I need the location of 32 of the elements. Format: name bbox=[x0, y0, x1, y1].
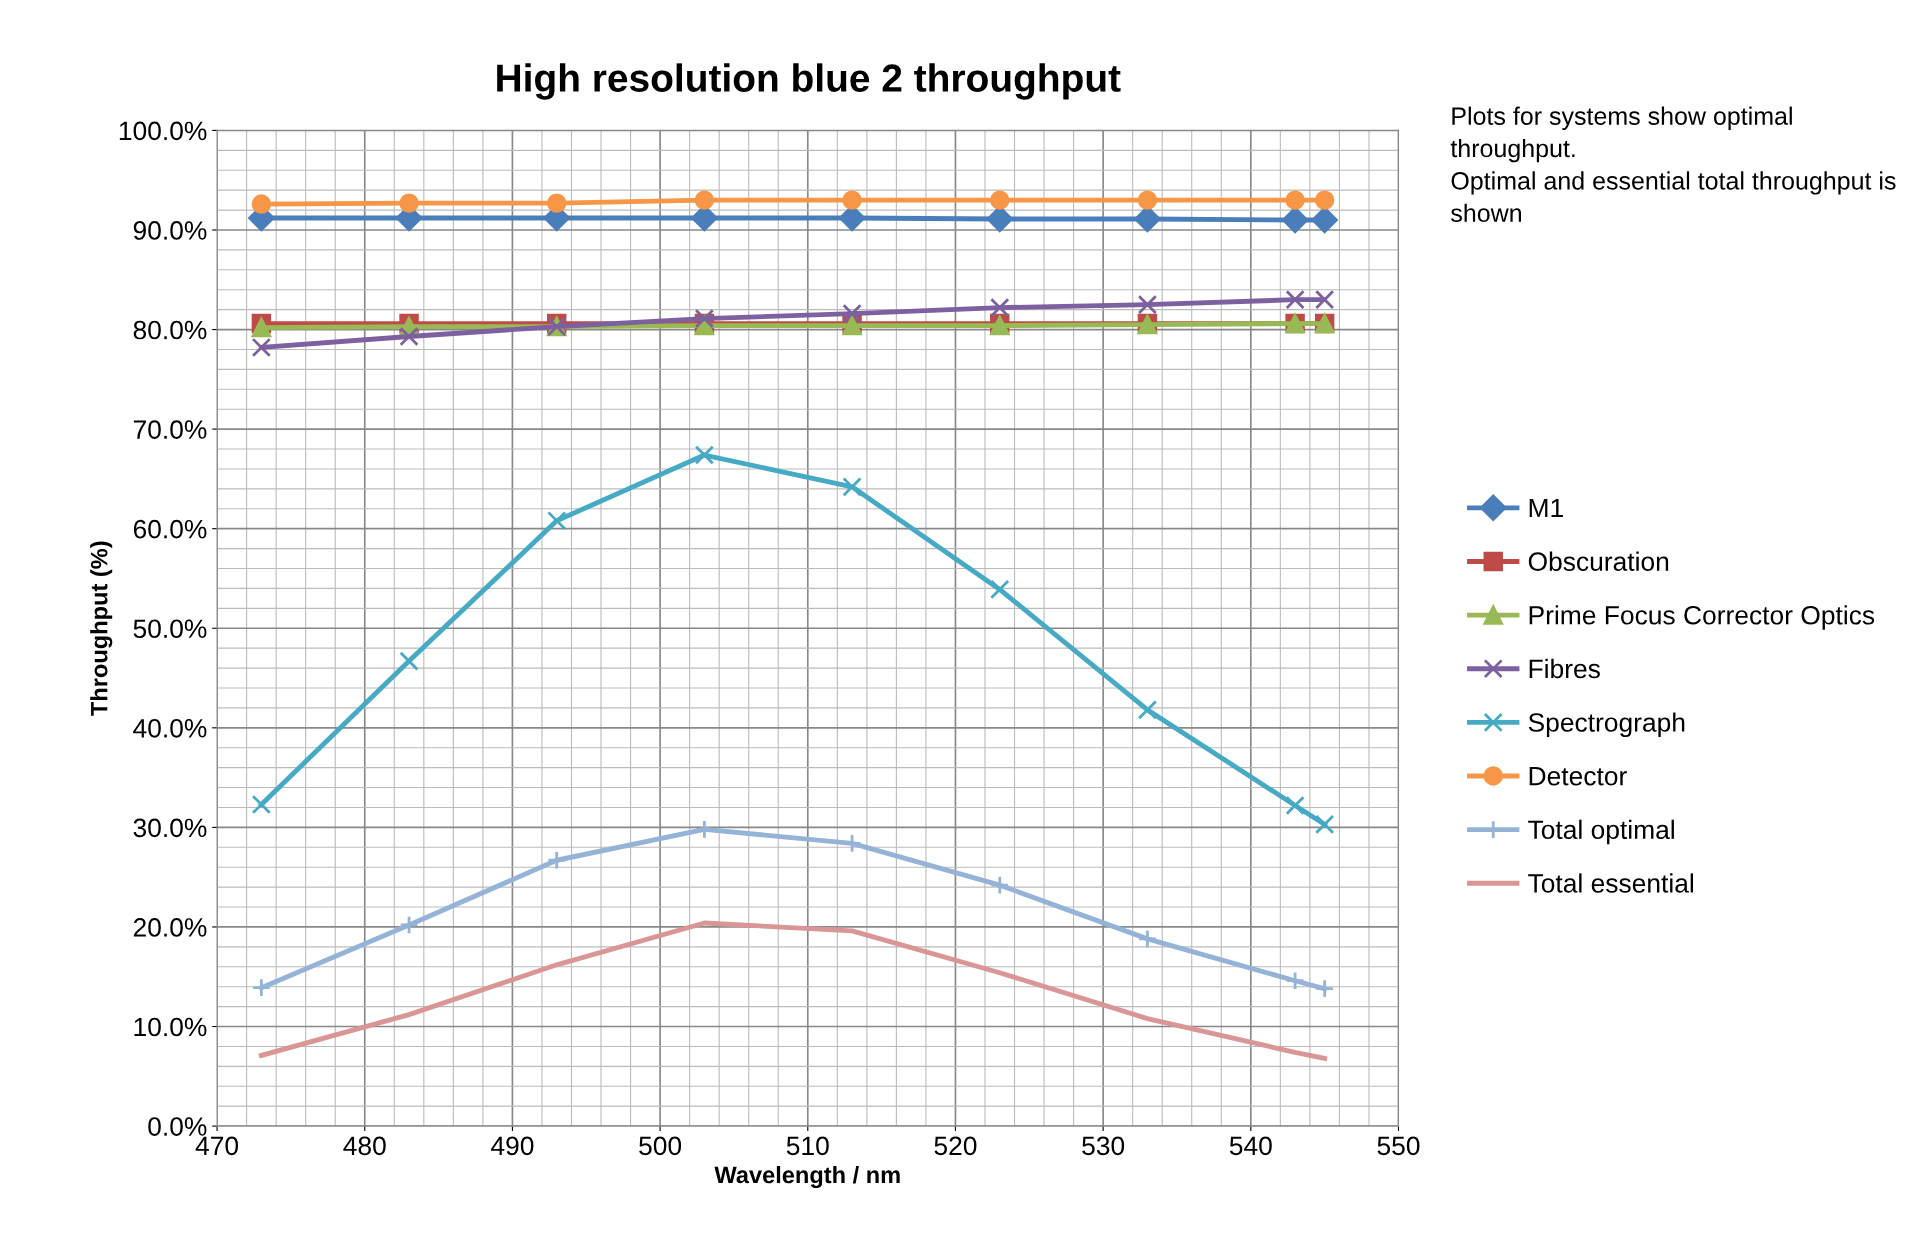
x-tick-label: 520 bbox=[934, 1136, 977, 1156]
legend-label: M1 bbox=[1529, 498, 1563, 518]
legend-label: Total optimal bbox=[1528, 819, 1674, 845]
y-tick-label: 30.0% bbox=[133, 818, 207, 838]
x-tick-label: 470 bbox=[195, 1136, 239, 1156]
y-tick-label: 100.0% bbox=[119, 121, 207, 141]
y-tick-label: 0.0% bbox=[148, 1117, 207, 1136]
x-tick-label: 550 bbox=[1377, 1136, 1420, 1156]
y-tick-label: 40.0% bbox=[133, 718, 207, 738]
legend-label: Obscuration bbox=[1528, 551, 1669, 571]
y-tick-label: 20.0% bbox=[133, 918, 207, 937]
y-tick-label: 80.0% bbox=[133, 320, 207, 340]
legend-label: Detector bbox=[1529, 767, 1627, 786]
y-axis-title: Throughput (%) bbox=[90, 541, 113, 716]
y-tick-label: 50.0% bbox=[133, 619, 207, 639]
legend-label: Fibres bbox=[1529, 658, 1600, 679]
x-tick-label: 500 bbox=[639, 1136, 682, 1156]
x-tick-label: 530 bbox=[1082, 1136, 1125, 1156]
y-tick-label: 60.0% bbox=[133, 519, 207, 539]
chart-title: High resolution blue 2 throughput bbox=[497, 63, 1121, 100]
text: Plots for systems show optimal throughput. Optimal and essential total throughput is shown bbox=[1450, 106, 1896, 223]
y-tick-label: 90.0% bbox=[133, 221, 207, 240]
x-axis-title: Wavelength / nm bbox=[714, 1165, 900, 1189]
x-tick-label: 540 bbox=[1229, 1136, 1272, 1156]
legend-label: Spectrograph bbox=[1528, 712, 1685, 738]
legend-label: Prime Focus Corrector Optics bbox=[1529, 605, 1875, 630]
y-tick-label: 10.0% bbox=[134, 1017, 207, 1037]
legend-label: Total essential bbox=[1528, 873, 1693, 893]
x-tick-label: 510 bbox=[786, 1136, 829, 1156]
y-tick-label: 70.0% bbox=[133, 420, 207, 439]
x-tick-label: 480 bbox=[343, 1136, 386, 1156]
x-tick-label: 490 bbox=[491, 1136, 534, 1156]
